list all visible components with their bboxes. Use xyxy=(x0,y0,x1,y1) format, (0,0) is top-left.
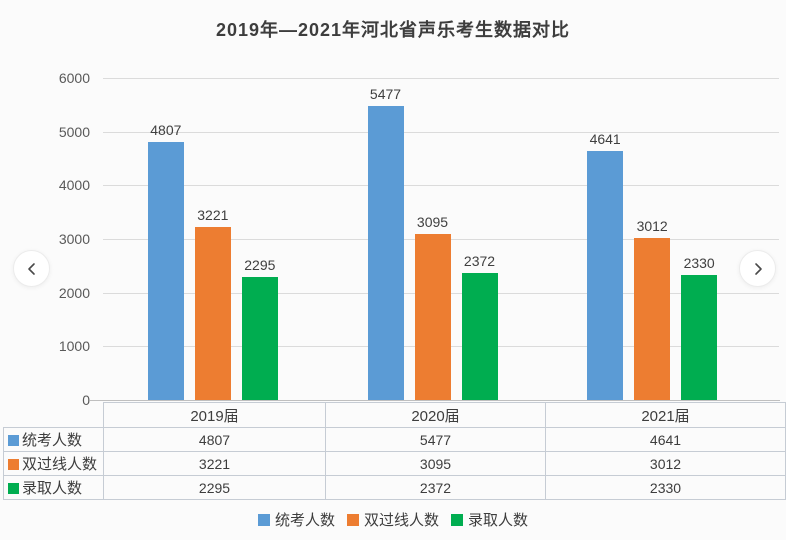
bar-统考人数-2021届 xyxy=(587,150,624,400)
bar-value-label: 2372 xyxy=(463,252,496,269)
table-rowheader-录取人数: 录取人数 xyxy=(3,475,104,500)
table-row-双过线人数: 双过线人数 3221 3095 3012 xyxy=(3,451,786,476)
series-name-label: 统考人数 xyxy=(22,432,83,449)
gridline xyxy=(103,185,779,187)
prev-button[interactable] xyxy=(13,250,50,287)
y-axis-tick-label: 4000 xyxy=(58,177,90,194)
bar-value-label: 3012 xyxy=(636,218,668,235)
table-value-录取人数-2020届: 2372 xyxy=(325,475,546,500)
legend-item-双过线人数: 双过线人数 xyxy=(346,509,439,530)
bar-录取人数-2020届 xyxy=(461,272,498,400)
legend-swatch-icon xyxy=(257,513,270,526)
table-value-双过线人数-2019届: 3221 xyxy=(103,451,326,476)
y-axis-tick-label: 1000 xyxy=(58,338,90,355)
table-row-录取人数: 录取人数 2295 2372 2330 xyxy=(3,475,786,500)
y-axis-tick-label: 5000 xyxy=(58,123,90,140)
gridline xyxy=(103,78,779,79)
chevron-right-icon xyxy=(754,262,762,275)
bar-value-label: 4641 xyxy=(589,130,621,147)
bar-value-label: 5477 xyxy=(369,86,402,103)
table-header-2021届: 2021届 xyxy=(545,402,786,428)
bar-value-label: 2330 xyxy=(683,254,715,271)
table-value-统考人数-2021届: 4641 xyxy=(545,427,786,452)
table-value-双过线人数-2020届: 3095 xyxy=(325,451,546,476)
table-value-统考人数-2020届: 5477 xyxy=(325,427,546,452)
gridline xyxy=(103,131,779,133)
legend-swatch-icon xyxy=(346,513,359,526)
bar-value-label: 4807 xyxy=(150,122,182,139)
series-swatch-icon xyxy=(8,483,19,494)
x-axis-line xyxy=(90,400,780,401)
bar-双过线人数-2021届 xyxy=(634,238,671,400)
legend-item-录取人数: 录取人数 xyxy=(451,509,528,530)
y-axis-tick-label: 0 xyxy=(82,392,90,408)
table-rowheader-双过线人数: 双过线人数 xyxy=(3,451,104,476)
table-value-统考人数-2019届: 4807 xyxy=(103,427,326,452)
bar-双过线人数-2019届 xyxy=(194,227,231,400)
series-name-label: 双过线人数 xyxy=(22,456,98,473)
table-value-录取人数-2021届: 2330 xyxy=(545,475,786,500)
table-value-双过线人数-2021届: 3012 xyxy=(545,451,786,476)
legend-label: 双过线人数 xyxy=(363,512,439,529)
chevron-left-icon xyxy=(27,262,35,275)
table-header-2019届: 2019届 xyxy=(103,402,326,428)
table-header-2020届: 2020届 xyxy=(325,402,546,428)
y-axis-tick-label: 6000 xyxy=(58,70,90,86)
table-value-录取人数-2019届: 2295 xyxy=(103,475,326,500)
table-rowheader-统考人数: 统考人数 xyxy=(3,427,104,452)
bar-value-label: 3095 xyxy=(416,213,449,230)
y-axis-tick-label: 3000 xyxy=(58,231,90,247)
bar-录取人数-2019届 xyxy=(241,276,278,400)
legend-label: 统考人数 xyxy=(274,512,335,529)
legend-swatch-icon xyxy=(451,513,463,526)
chart-title: 2019年—2021年河北省声乐考生数据对比 xyxy=(215,20,571,40)
bar-统考人数-2019届 xyxy=(147,142,184,400)
chart-legend: 统考人数 双过线人数 录取人数 xyxy=(0,509,786,530)
series-swatch-icon xyxy=(8,459,19,470)
legend-item-统考人数: 统考人数 xyxy=(257,509,335,530)
table-row-统考人数: 统考人数 4807 5477 4641 xyxy=(3,427,786,452)
bar-value-label: 3221 xyxy=(197,207,229,224)
bar-统考人数-2020届 xyxy=(367,106,404,400)
series-swatch-icon xyxy=(8,435,19,446)
table-corner-cell xyxy=(4,403,104,428)
y-axis-tick-label: 2000 xyxy=(58,284,90,301)
table-header-row: 2019届 2020届 2021届 xyxy=(4,402,786,428)
data-table: 2019届 2020届 2021届统考人数 4807 5477 4641 双过线人数 3221… xyxy=(3,402,786,500)
bar-value-label: 2295 xyxy=(244,256,276,273)
next-button[interactable] xyxy=(739,250,776,287)
bar-双过线人数-2020届 xyxy=(414,233,451,400)
series-name-label: 录取人数 xyxy=(22,480,83,497)
legend-label: 录取人数 xyxy=(468,512,529,529)
bar-录取人数-2021届 xyxy=(681,274,718,400)
